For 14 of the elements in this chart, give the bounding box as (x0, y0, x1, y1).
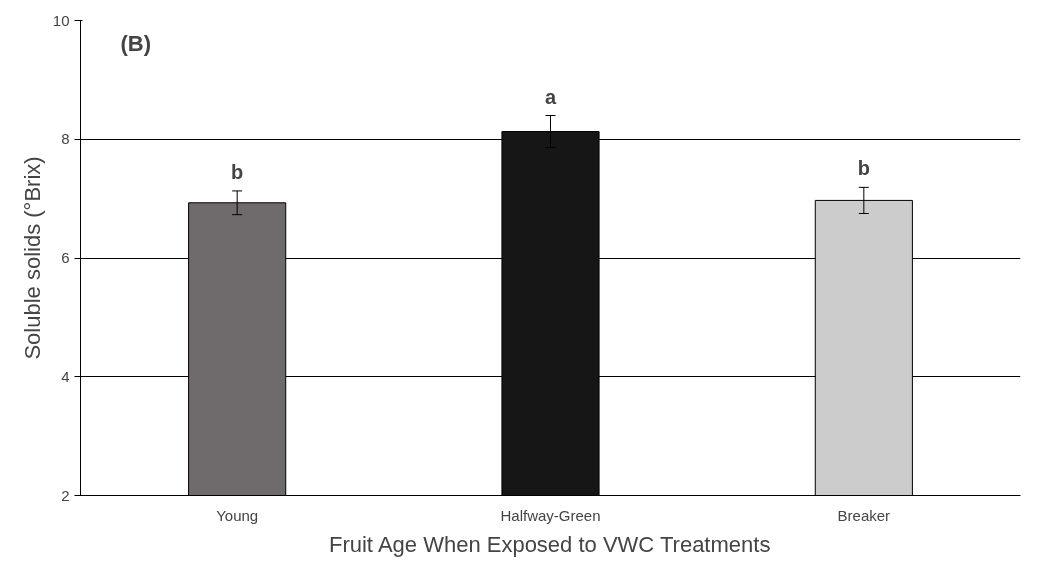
x-tick-label: Halfway-Green (500, 506, 601, 524)
y-tick-label: 4 (61, 367, 70, 385)
x-tick-label: Young (216, 506, 259, 524)
y-tick-label: 2 (61, 486, 70, 504)
y-tick-label: 10 (52, 11, 70, 29)
x-axis-title: Fruit Age When Exposed to VWC Treatments (328, 531, 771, 557)
y-tick-label: 8 (61, 130, 70, 148)
y-tick-label: 6 (61, 249, 70, 266)
annotation: b (231, 160, 244, 183)
annotation: b (857, 157, 870, 180)
annotation: (B) (120, 30, 152, 56)
x-tick-label: Breaker (837, 506, 891, 524)
y-axis-title: Soluble solids (°Brix) (19, 156, 45, 360)
annotation: a (544, 85, 557, 108)
